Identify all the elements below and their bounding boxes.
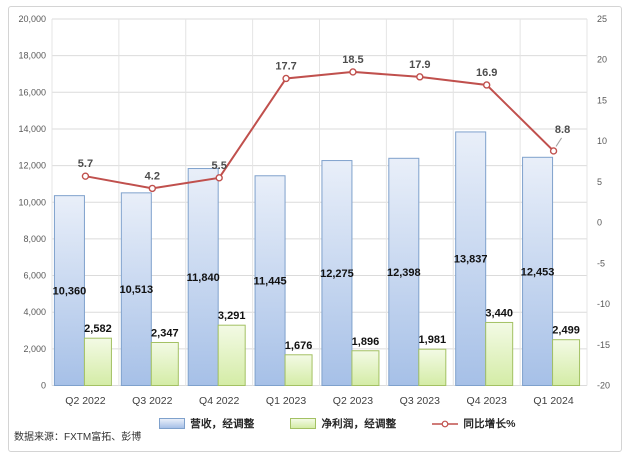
chart-legend: 营收，经调整 净利润，经调整 同比增长% bbox=[0, 416, 635, 431]
category-label: Q4 2022 bbox=[199, 395, 239, 407]
left-axis-tick-label: 8,000 bbox=[23, 234, 46, 244]
revenue-bar bbox=[455, 131, 487, 386]
revenue-bar-label: 10,513 bbox=[119, 284, 153, 296]
right-axis-tick-label: -5 bbox=[597, 258, 605, 268]
legend-item-revenue: 营收，经调整 bbox=[159, 416, 254, 431]
revenue-bar bbox=[53, 195, 85, 386]
left-axis-tick-label: 10,000 bbox=[18, 197, 46, 207]
yoy-growth-marker bbox=[416, 73, 424, 81]
yoy-label-leader-line bbox=[555, 137, 562, 147]
revenue-bar-label: 12,453 bbox=[521, 266, 555, 278]
left-axis-tick-label: 12,000 bbox=[18, 161, 46, 171]
yoy-growth-marker bbox=[482, 81, 491, 89]
left-axis-tick-label: 20,000 bbox=[18, 14, 46, 24]
net-profit-bar bbox=[418, 348, 447, 387]
yoy-growth-marker bbox=[148, 184, 157, 193]
yoy-growth-marker bbox=[349, 68, 357, 76]
net-profit-bar bbox=[83, 337, 112, 386]
yoy-growth-label: 18.5 bbox=[342, 54, 363, 66]
net-profit-bar-label: 1,676 bbox=[285, 340, 313, 352]
net-profit-bar bbox=[485, 321, 514, 387]
yoy-growth-label: 5.7 bbox=[78, 158, 93, 170]
net-profit-bar bbox=[552, 339, 581, 386]
net-profit-bar bbox=[351, 350, 380, 386]
revenue-bar-label: 11,445 bbox=[254, 276, 287, 288]
category-label: Q1 2023 bbox=[266, 395, 306, 407]
yoy-growth-line bbox=[85, 70, 555, 190]
right-axis-tick-label: 20 bbox=[597, 55, 607, 65]
left-axis-tick-label: 16,000 bbox=[18, 87, 46, 97]
revenue-bar bbox=[321, 160, 353, 386]
yoy-growth-marker bbox=[282, 74, 290, 83]
left-axis-tick-label: 6,000 bbox=[23, 271, 46, 281]
yoy-growth-label: 17.9 bbox=[409, 59, 430, 71]
yoy-growth-label: 5.5 bbox=[212, 160, 227, 172]
yoy-growth-marker bbox=[215, 174, 223, 182]
revenue-bar-label: 12,398 bbox=[387, 267, 421, 279]
revenue-bar bbox=[522, 156, 554, 386]
category-label: Q3 2022 bbox=[132, 395, 172, 407]
category-label: Q1 2024 bbox=[533, 395, 573, 407]
net-profit-bar-label: 2,347 bbox=[151, 327, 179, 339]
left-axis-tick-label: 4,000 bbox=[23, 307, 46, 317]
right-axis-tick-label: -10 bbox=[597, 299, 610, 309]
yoy-growth-label: 17.7 bbox=[275, 60, 296, 72]
yoy-growth-label: 16.9 bbox=[476, 67, 497, 79]
net-profit-bar-label: 1,896 bbox=[352, 336, 380, 348]
net-profit-swatch-icon bbox=[290, 418, 317, 429]
legend-label-net-profit: 净利润，经调整 bbox=[321, 418, 397, 430]
revenue-bar-label: 12,275 bbox=[320, 268, 354, 280]
revenue-bar-label: 13,837 bbox=[454, 254, 488, 266]
revenue-bar-label: 10,360 bbox=[53, 286, 87, 298]
revenue-bar-label: 11,840 bbox=[187, 272, 220, 284]
right-axis-tick-label: 5 bbox=[597, 177, 602, 187]
net-profit-bar-label: 3,291 bbox=[218, 310, 246, 322]
category-label: Q3 2023 bbox=[400, 395, 440, 407]
category-label: Q2 2022 bbox=[65, 395, 105, 407]
right-axis-tick-label: 25 bbox=[597, 14, 607, 24]
right-axis-tick-label: -20 bbox=[597, 381, 610, 391]
right-axis-tick-label: 10 bbox=[597, 136, 607, 146]
revenue-bar bbox=[187, 168, 219, 386]
net-profit-bar bbox=[150, 341, 179, 386]
revenue-swatch-icon bbox=[159, 418, 186, 429]
yoy-line-swatch-icon bbox=[432, 420, 459, 427]
right-axis-tick-label: -15 bbox=[597, 340, 610, 350]
revenue-bar bbox=[120, 192, 152, 386]
legend-item-yoy-growth: 同比增长% bbox=[432, 416, 516, 431]
left-axis-tick-label: 18,000 bbox=[18, 51, 46, 61]
net-profit-bar bbox=[217, 324, 246, 386]
left-axis-tick-label: 2,000 bbox=[23, 344, 46, 354]
net-profit-bar-label: 2,499 bbox=[552, 325, 580, 337]
right-axis-tick-label: 15 bbox=[597, 95, 607, 105]
category-label: Q2 2023 bbox=[333, 395, 373, 407]
data-source-note: 数据来源：FXTM富拓、彭博 bbox=[14, 432, 142, 443]
left-axis-tick-label: 0 bbox=[41, 381, 46, 391]
revenue-bar bbox=[254, 175, 286, 386]
left-axis-tick-label: 14,000 bbox=[18, 124, 46, 134]
revenue-bar bbox=[388, 157, 420, 386]
right-axis-tick-label: 0 bbox=[597, 218, 602, 228]
legend-label-yoy-growth: 同比增长% bbox=[463, 418, 516, 430]
yoy-growth-label: 4.2 bbox=[145, 170, 160, 182]
category-label: Q4 2023 bbox=[467, 395, 507, 407]
yoy-growth-marker bbox=[81, 172, 90, 180]
net-profit-bar-label: 1,981 bbox=[419, 334, 447, 346]
legend-label-revenue: 营收，经调整 bbox=[190, 418, 255, 430]
net-profit-bar-label: 2,582 bbox=[84, 323, 112, 335]
net-profit-bar-label: 3,440 bbox=[485, 307, 513, 319]
legend-item-net-profit: 净利润，经调整 bbox=[290, 416, 396, 431]
yoy-growth-label: 8.8 bbox=[555, 124, 570, 136]
net-profit-bar bbox=[284, 354, 313, 386]
yoy-growth-marker bbox=[549, 147, 558, 155]
